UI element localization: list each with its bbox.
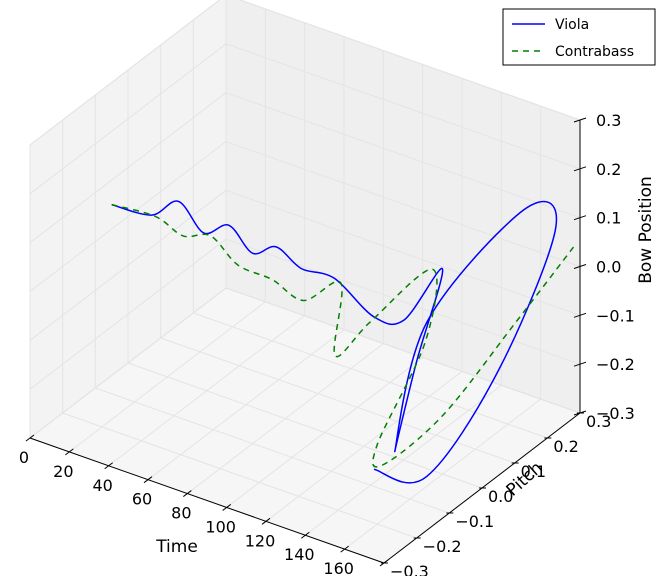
tick-marks xyxy=(25,117,587,567)
x-tick-mark xyxy=(104,462,113,470)
grid-line-bow xyxy=(29,189,581,341)
z-tick-mark xyxy=(573,264,587,269)
grid-line-bow xyxy=(29,140,581,292)
x-tick-mark xyxy=(222,504,231,511)
x-tick-label: 100 xyxy=(205,517,236,536)
x-tick-label: 140 xyxy=(284,545,315,564)
x-tick-label: 120 xyxy=(245,531,276,550)
y-tick-label: −0.3 xyxy=(390,562,429,576)
z-tick-label: 0.2 xyxy=(596,160,621,179)
x-tick-mark xyxy=(301,531,310,539)
x-tick-label: 0 xyxy=(19,448,29,467)
z-tick-label: −0.1 xyxy=(596,306,635,325)
x-tick-mark xyxy=(261,517,271,525)
grid-line-bow xyxy=(29,238,581,390)
legend-contrabass-label: Contrabass xyxy=(555,44,634,60)
x-tick-label: 80 xyxy=(171,504,191,523)
legend: Viola Contrabass xyxy=(502,8,656,66)
x-tick-label: 60 xyxy=(132,490,152,509)
series-line-viola xyxy=(111,200,558,484)
z-tick-label: −0.3 xyxy=(596,404,635,423)
z-tick-label: 0.1 xyxy=(596,209,621,228)
series-line-contrabass xyxy=(111,203,575,468)
grid-line-bow xyxy=(29,43,581,195)
grid-line-bow xyxy=(29,0,581,146)
z-tick-mark xyxy=(573,117,587,123)
x-tick-mark xyxy=(340,545,349,553)
z-tick-mark xyxy=(573,166,587,172)
x-tick-label: 160 xyxy=(323,559,354,576)
z-tick-label: −0.2 xyxy=(596,355,635,374)
y-tick-label: −0.2 xyxy=(423,537,462,556)
x-tick-mark xyxy=(183,490,192,497)
y-tick-label: −0.1 xyxy=(455,512,494,531)
legend-viola-label: Viola xyxy=(555,17,589,33)
z-tick-mark xyxy=(573,361,587,367)
z-tick-mark xyxy=(573,410,587,416)
z-tick-label: 0.0 xyxy=(596,258,621,277)
grid-line-bow xyxy=(29,287,581,439)
z-tick-mark xyxy=(573,312,587,318)
x-tick-mark xyxy=(143,476,153,484)
x-axis-label: Time xyxy=(155,537,198,557)
y-tick-label: 0.3 xyxy=(586,412,611,431)
series-layer xyxy=(111,200,575,484)
y-tick-label: 0.2 xyxy=(553,437,578,456)
z-tick-label: 0.3 xyxy=(596,111,621,130)
x-tick-mark xyxy=(65,448,74,456)
x-tick-label: 40 xyxy=(92,476,112,495)
x-tick-mark xyxy=(25,434,35,442)
x-tick-label: 20 xyxy=(53,462,73,481)
grid-lines xyxy=(29,0,581,564)
z-tick-mark xyxy=(573,215,587,221)
legend-box xyxy=(502,8,656,66)
y-tick-label: 0.0 xyxy=(488,487,513,506)
y-tick-label: 0.1 xyxy=(521,462,546,481)
grid-line-bow xyxy=(29,92,581,244)
x-axis-line xyxy=(29,437,385,564)
z-axis-label: Bow Position xyxy=(636,176,656,284)
